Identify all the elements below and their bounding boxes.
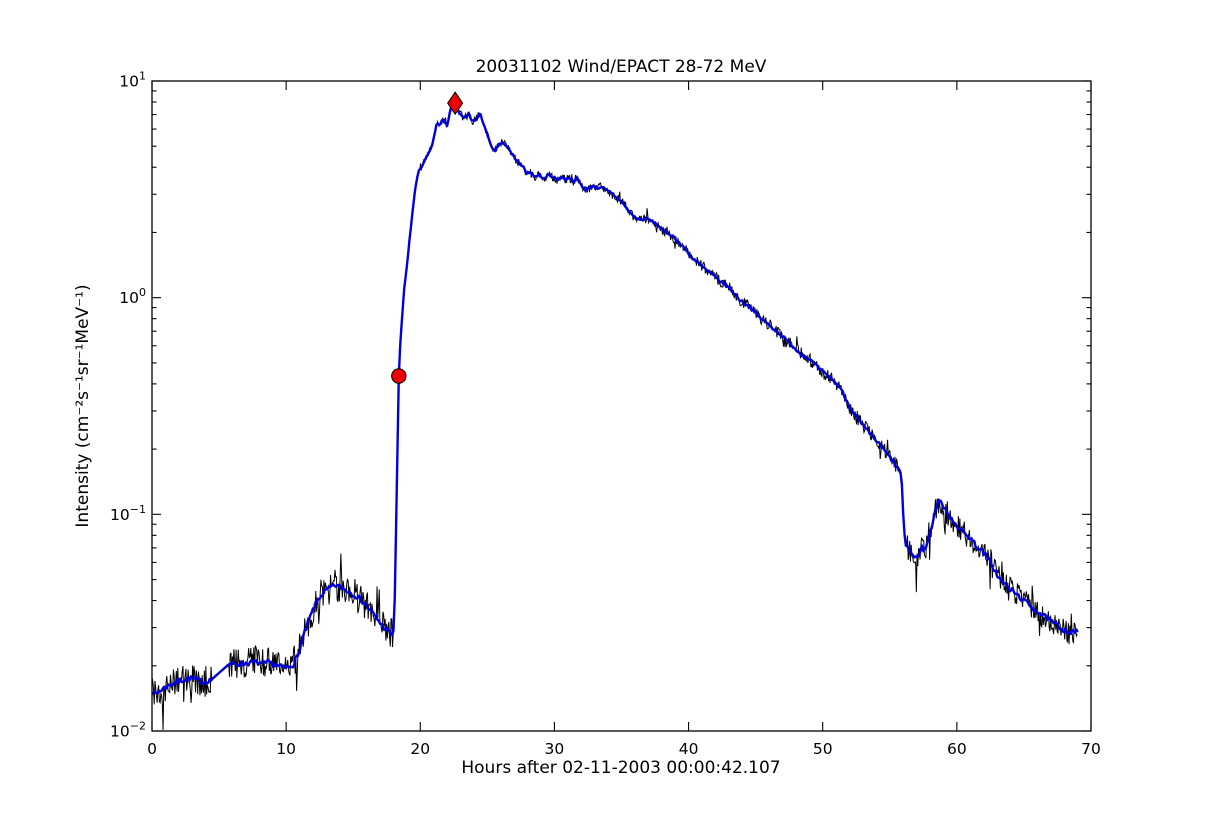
x-tick-label: 10 xyxy=(276,740,296,758)
axis-tick-labels: 0 10 20 30 40 50 60 70 101 100 10−1 10−2 xyxy=(110,70,1101,759)
peak-marker xyxy=(447,91,464,116)
onset-marker xyxy=(391,368,407,384)
y-axis-label: Intensity (cm⁻²s⁻¹sr⁻¹MeV⁻¹) xyxy=(73,284,93,527)
x-tick-label: 70 xyxy=(1081,740,1101,758)
x-tick-label: 30 xyxy=(545,740,565,758)
x-tick-label: 0 xyxy=(147,740,157,758)
x-axis-label: Hours after 02-11-2003 00:00:42.107 xyxy=(461,758,780,778)
axis-ticks xyxy=(151,80,1092,732)
plot-title: 20031102 Wind/EPACT 28-72 MeV xyxy=(476,57,767,77)
x-tick-label: 50 xyxy=(813,740,833,758)
smoothed-intensity-trace xyxy=(152,102,1079,696)
x-tick-label: 40 xyxy=(679,740,699,758)
x-tick-label: 60 xyxy=(947,740,967,758)
y-tick-label: 100 xyxy=(119,286,146,307)
raw-intensity-trace xyxy=(152,102,1078,730)
y-tick-label: 10−2 xyxy=(110,720,146,741)
x-tick-label: 20 xyxy=(410,740,430,758)
y-tick-label: 101 xyxy=(119,70,146,91)
y-tick-label: 10−1 xyxy=(110,503,146,524)
axes-frame xyxy=(151,80,1092,732)
